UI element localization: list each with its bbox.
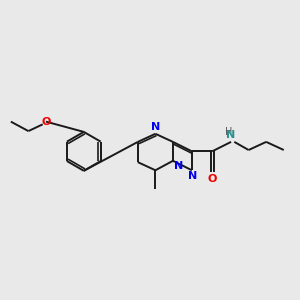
Text: N: N <box>226 130 236 140</box>
Text: N: N <box>188 171 197 181</box>
Text: O: O <box>208 174 217 184</box>
Text: N: N <box>151 122 160 132</box>
Text: O: O <box>41 117 51 127</box>
Text: H: H <box>225 127 233 137</box>
Text: N: N <box>173 161 183 171</box>
